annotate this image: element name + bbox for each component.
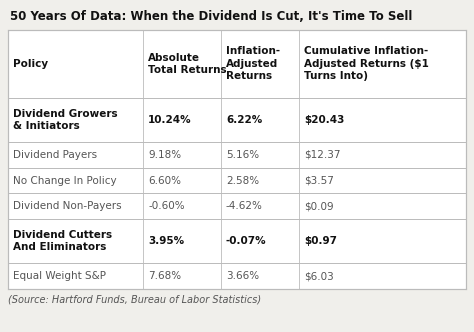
Text: (Source: Hartford Funds, Bureau of Labor Statistics): (Source: Hartford Funds, Bureau of Labor…	[8, 294, 261, 304]
Text: $0.09: $0.09	[304, 201, 333, 211]
Text: 3.95%: 3.95%	[148, 236, 184, 246]
Text: 50 Years Of Data: When the Dividend Is Cut, It's Time To Sell: 50 Years Of Data: When the Dividend Is C…	[10, 10, 412, 23]
Text: Dividend Payers: Dividend Payers	[13, 150, 97, 160]
Text: 6.22%: 6.22%	[226, 115, 262, 125]
Text: Policy: Policy	[13, 59, 48, 69]
Text: 10.24%: 10.24%	[148, 115, 192, 125]
Text: 9.18%: 9.18%	[148, 150, 181, 160]
Text: -0.07%: -0.07%	[226, 236, 266, 246]
Text: -0.60%: -0.60%	[148, 201, 185, 211]
Text: $0.97: $0.97	[304, 236, 337, 246]
Text: Absolute
Total Returns: Absolute Total Returns	[148, 53, 227, 75]
Text: Equal Weight S&P: Equal Weight S&P	[13, 271, 106, 281]
Text: 7.68%: 7.68%	[148, 271, 181, 281]
Text: Inflation-
Adjusted
Returns: Inflation- Adjusted Returns	[226, 46, 280, 81]
Text: 5.16%: 5.16%	[226, 150, 259, 160]
Text: Dividend Growers
& Initiators: Dividend Growers & Initiators	[13, 109, 118, 131]
Text: Cumulative Inflation-
Adjusted Returns ($1
Turns Into): Cumulative Inflation- Adjusted Returns (…	[304, 46, 428, 81]
Text: No Change In Policy: No Change In Policy	[13, 176, 117, 186]
Bar	[8, 30, 466, 289]
Text: -4.62%: -4.62%	[226, 201, 263, 211]
Text: Dividend Non-Payers: Dividend Non-Payers	[13, 201, 122, 211]
Text: $20.43: $20.43	[304, 115, 344, 125]
Text: $6.03: $6.03	[304, 271, 334, 281]
Text: $12.37: $12.37	[304, 150, 340, 160]
Text: 2.58%: 2.58%	[226, 176, 259, 186]
Text: 6.60%: 6.60%	[148, 176, 181, 186]
Text: 3.66%: 3.66%	[226, 271, 259, 281]
Text: $3.57: $3.57	[304, 176, 334, 186]
Text: Dividend Cutters
And Eliminators: Dividend Cutters And Eliminators	[13, 230, 112, 252]
